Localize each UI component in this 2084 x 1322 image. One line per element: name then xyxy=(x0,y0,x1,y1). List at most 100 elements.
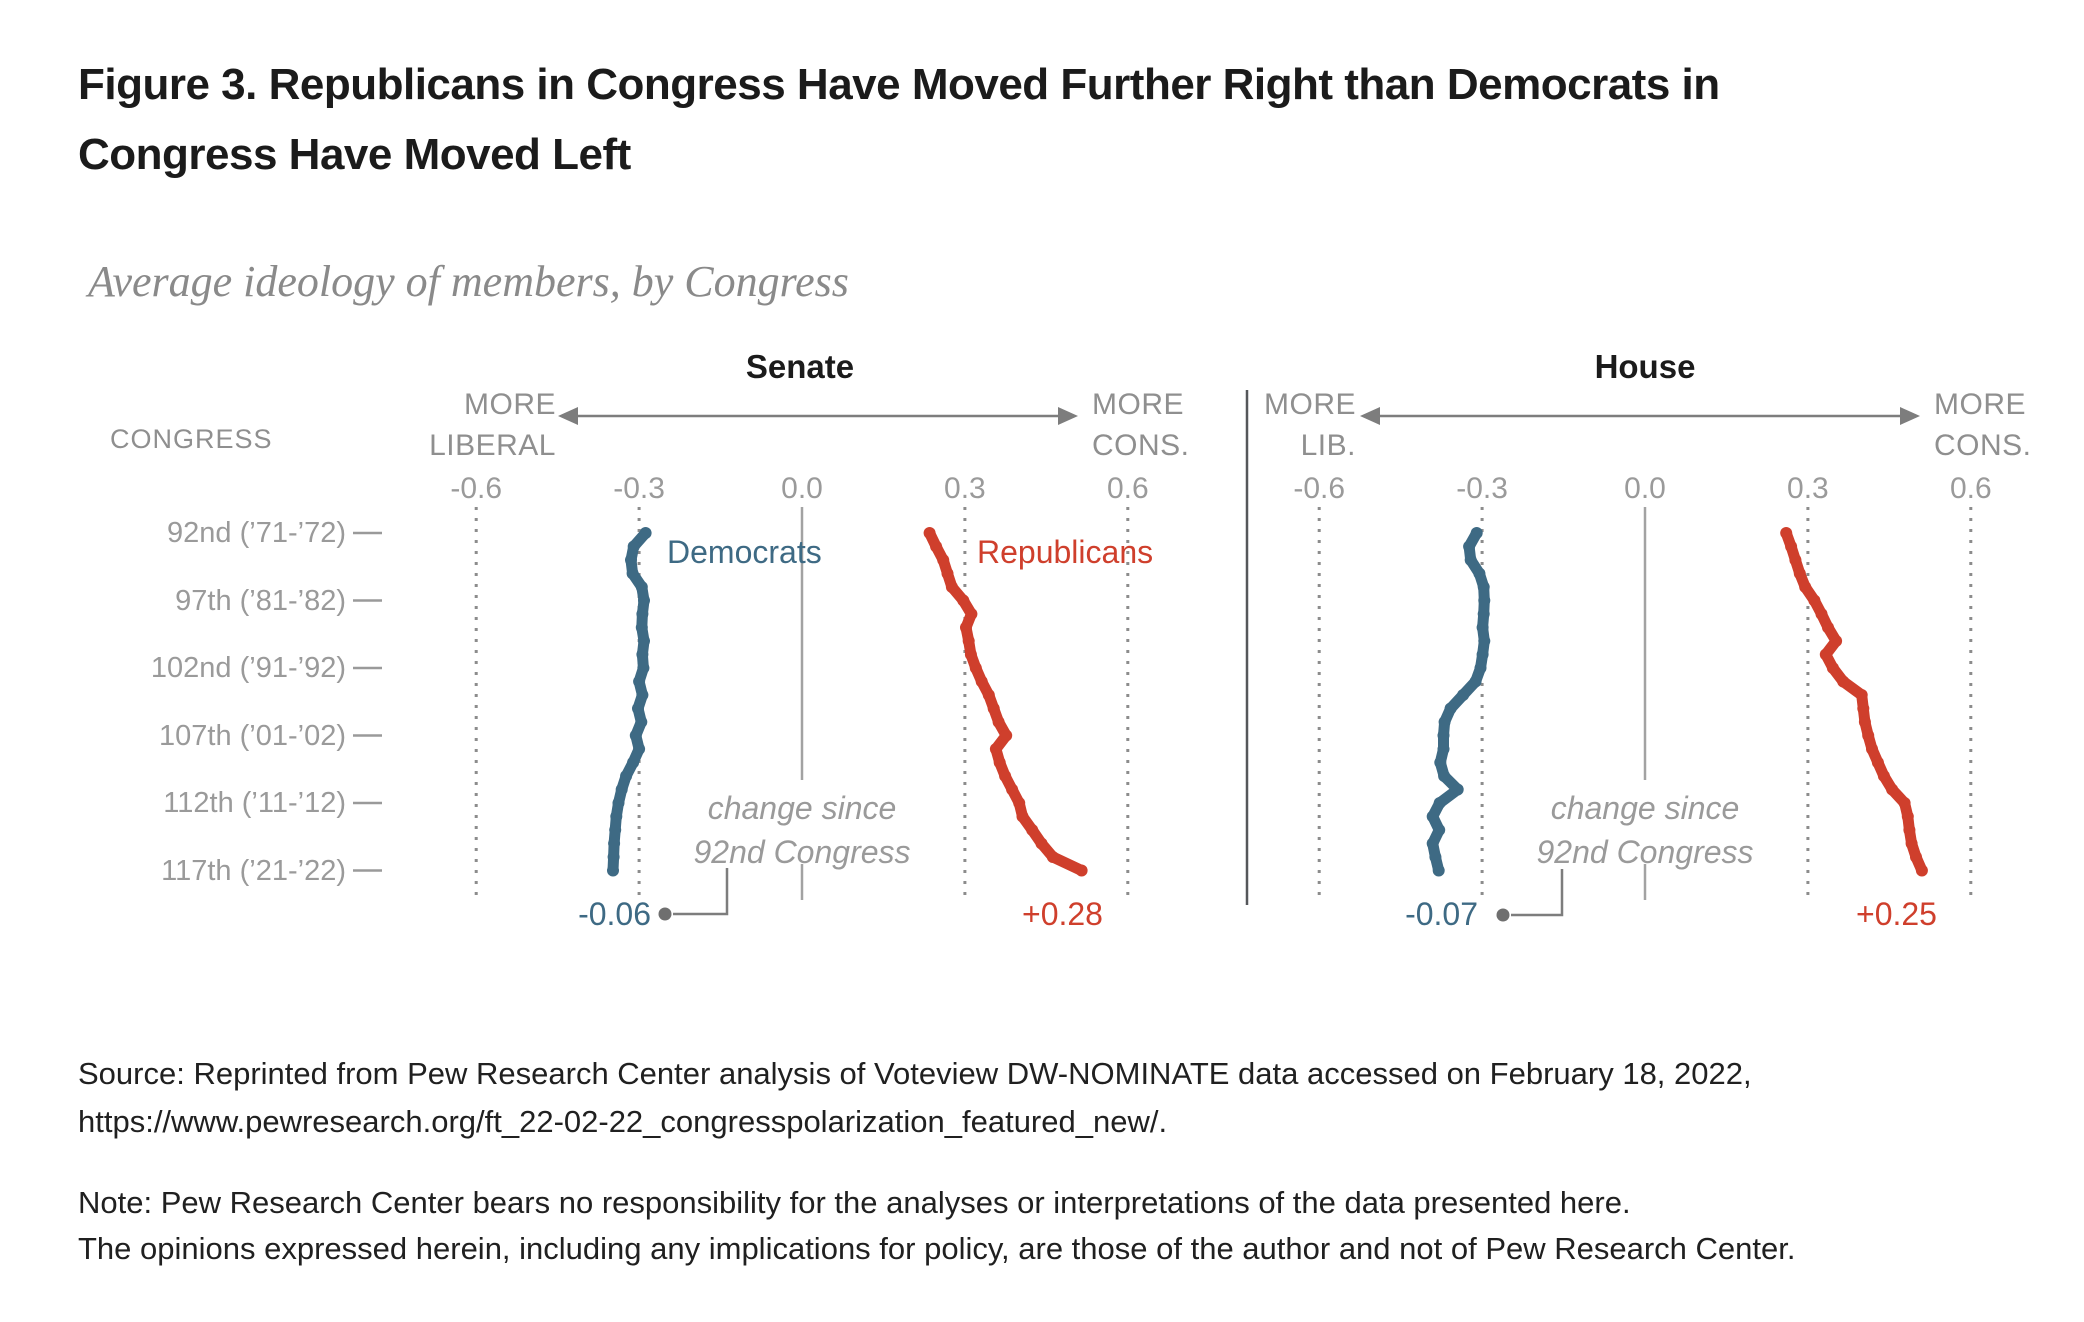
data-point xyxy=(969,662,982,674)
data-point xyxy=(987,702,1000,715)
senate-direction-arrow xyxy=(558,407,1078,425)
congress-row-label: 112th (’11-’12) xyxy=(163,787,346,819)
data-point xyxy=(625,554,637,566)
data-point xyxy=(1477,581,1490,593)
house-republican-change-value: +0.25 xyxy=(1856,896,1937,932)
data-point xyxy=(1822,621,1834,634)
data-point xyxy=(960,621,972,634)
data-point xyxy=(993,756,1006,769)
democrats-series-label: Democrats xyxy=(667,534,822,570)
data-point xyxy=(1451,783,1464,796)
data-point xyxy=(1437,743,1450,755)
data-point xyxy=(930,540,943,553)
data-point xyxy=(1469,675,1482,688)
data-point xyxy=(999,770,1012,782)
data-point xyxy=(635,621,648,634)
note-text: Note: Pew Research Center bears no respo… xyxy=(78,1185,1796,1266)
arrowhead-left-icon xyxy=(558,407,578,425)
data-point xyxy=(1464,554,1477,566)
leader-dot-icon xyxy=(1496,908,1510,922)
data-point xyxy=(962,635,975,647)
data-point xyxy=(1035,837,1048,850)
data-point xyxy=(612,797,625,809)
house-change-annotation: change since 92nd Congress xyxy=(1536,790,1754,870)
data-point xyxy=(1434,756,1447,769)
data-point xyxy=(1006,783,1019,796)
data-point xyxy=(1915,864,1928,877)
data-point xyxy=(1477,608,1490,620)
data-point xyxy=(1780,527,1793,539)
data-point xyxy=(941,567,954,580)
house-more-liberal-label: MORE LIB. xyxy=(1264,388,1356,462)
data-point xyxy=(1837,675,1850,688)
data-point xyxy=(1898,797,1911,809)
x-tick-label: 0.3 xyxy=(1787,472,1829,505)
x-tick-label: 0.6 xyxy=(1106,472,1149,505)
data-point xyxy=(1433,797,1446,809)
data-point xyxy=(1793,567,1806,580)
house-direction-arrow xyxy=(1360,407,1920,425)
data-point xyxy=(1815,608,1828,620)
data-point xyxy=(1457,689,1470,701)
data-point xyxy=(1858,716,1871,728)
data-point xyxy=(626,567,639,580)
data-point xyxy=(615,783,628,796)
data-point xyxy=(633,743,646,755)
data-point xyxy=(635,716,648,728)
congress-row-label: 117th (’21-’22) xyxy=(161,854,346,887)
data-point xyxy=(1910,851,1922,863)
data-point xyxy=(1438,716,1451,728)
congress-row-label: 107th (’01-’02) xyxy=(159,719,346,752)
data-point xyxy=(637,662,650,674)
data-point xyxy=(1830,635,1843,647)
arrowhead-right-icon xyxy=(1900,407,1920,425)
data-point xyxy=(609,824,622,836)
data-point xyxy=(638,594,650,607)
arrowhead-left-icon xyxy=(1360,407,1380,425)
data-point xyxy=(639,527,652,539)
leader-dot-icon xyxy=(658,907,672,921)
data-point xyxy=(1871,756,1884,769)
data-point xyxy=(1013,797,1026,809)
senate-more-liberal-label: MORE LIBERAL xyxy=(429,388,556,462)
data-point xyxy=(1877,770,1890,782)
data-point xyxy=(992,716,1005,728)
data-point xyxy=(1478,594,1491,607)
republicans-series-label: Republicans xyxy=(977,534,1154,570)
data-point xyxy=(982,689,995,701)
data-point xyxy=(627,540,640,553)
data-point xyxy=(1903,824,1916,836)
data-point xyxy=(1426,837,1439,850)
data-point xyxy=(1463,540,1476,553)
data-point xyxy=(964,648,977,661)
senate-change-annotation: change since 92nd Congress xyxy=(693,790,911,870)
data-point xyxy=(989,743,1002,755)
senate-change-leader xyxy=(658,868,729,921)
data-point xyxy=(1886,783,1899,796)
data-point xyxy=(1046,851,1059,863)
senate-panel-title: Senate xyxy=(745,348,855,385)
figure-subtitle: Average ideology of members, by Congress xyxy=(88,257,849,306)
data-point xyxy=(610,810,623,823)
congress-column-header: CONGRESS xyxy=(110,424,273,454)
house-panel-title: House xyxy=(1594,348,1696,385)
data-point xyxy=(1901,810,1914,823)
data-point xyxy=(1905,837,1918,850)
x-tick-label: 0.3 xyxy=(944,472,986,505)
congress-row-label: 102nd (’91-’92) xyxy=(150,652,346,684)
data-point xyxy=(1438,770,1451,782)
data-point xyxy=(1474,662,1487,674)
data-point xyxy=(607,864,619,877)
data-point xyxy=(975,675,988,688)
data-point xyxy=(1444,702,1457,715)
data-point xyxy=(1862,729,1875,742)
house-change-leader xyxy=(1496,869,1564,922)
house-democrat-change-value: -0.07 xyxy=(1405,896,1478,932)
congress-row-label: 92nd (’71-’72) xyxy=(167,517,346,549)
data-point xyxy=(1785,540,1798,553)
data-point xyxy=(1432,864,1445,877)
data-point xyxy=(1799,581,1812,593)
data-point xyxy=(1473,567,1486,580)
data-point xyxy=(607,851,620,863)
house-democrats-line xyxy=(1427,527,1490,876)
